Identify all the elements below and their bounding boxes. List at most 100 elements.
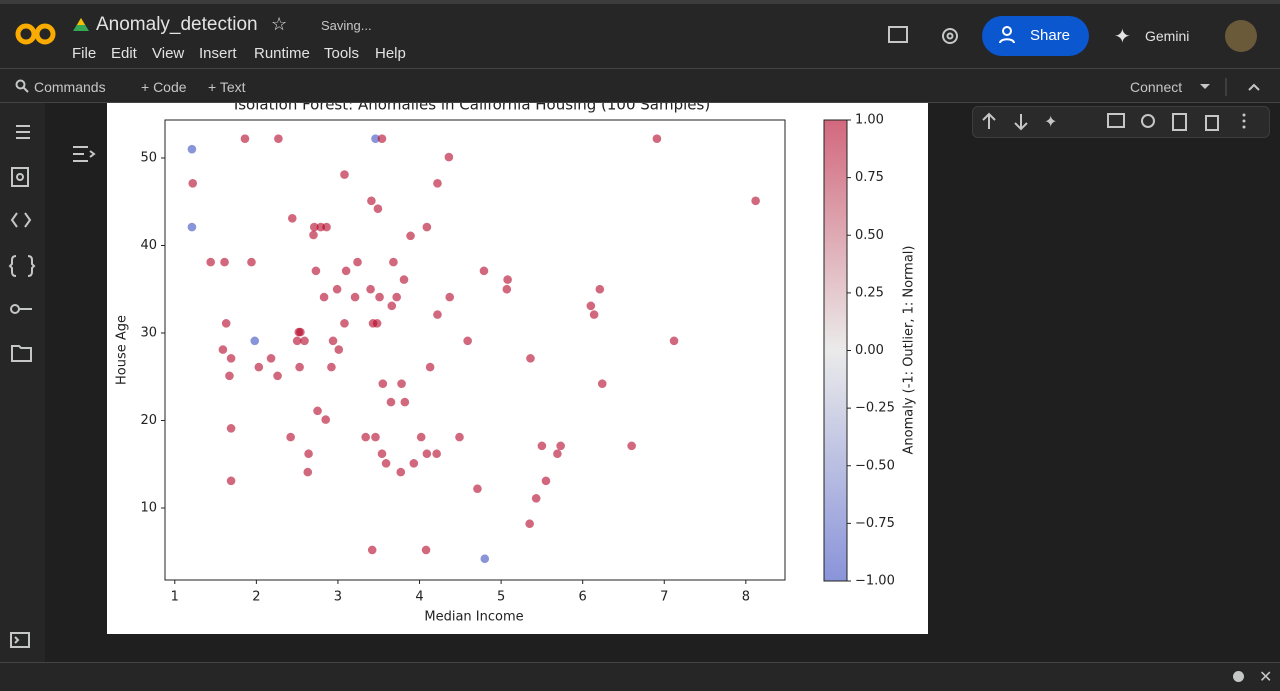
scatter-point [341, 266, 351, 276]
save-status: Saving... [321, 18, 372, 33]
scatter-point [226, 476, 236, 486]
scatter-point [406, 231, 415, 241]
scatter-point [480, 554, 490, 564]
colorbar-tick-label: 0.00 [855, 343, 884, 358]
scatter-point [375, 292, 384, 302]
commands-button[interactable]: Commands [34, 79, 106, 95]
menu-item[interactable]: Help [375, 45, 406, 62]
menu-item[interactable]: Tools [324, 45, 360, 62]
scatter-point [589, 310, 599, 319]
x-tick-label: 6 [579, 590, 587, 605]
scatter-point [597, 379, 607, 389]
scatter-point [373, 204, 383, 214]
notebook-title[interactable]: Anomaly_detection [96, 14, 258, 35]
menu-item[interactable]: Runtime [254, 45, 310, 62]
scatter-point [221, 319, 231, 328]
scatter-point [340, 319, 349, 328]
avatar[interactable] [1225, 20, 1257, 52]
scatter-point [409, 459, 419, 468]
scatter-point [627, 441, 636, 451]
scatter-point [361, 432, 370, 442]
x-tick-label: 8 [742, 590, 750, 605]
scatter-point [473, 484, 482, 494]
scatter-point [328, 336, 338, 346]
scatter-point [526, 354, 535, 363]
scatter-point [367, 545, 377, 555]
scatter-point [327, 362, 336, 372]
scatter-point [303, 467, 313, 477]
scatter-point [503, 275, 512, 284]
scatter-point [247, 257, 256, 267]
scatter-point [399, 275, 409, 284]
colorbar-tick-label: 1.00 [855, 113, 884, 128]
scatter-point [300, 336, 309, 346]
scatter-point [541, 476, 551, 486]
scatter-point [372, 319, 382, 328]
connect-button[interactable]: Connect [1130, 79, 1183, 95]
star[interactable]: ☆ [271, 14, 288, 34]
toolbar [0, 68, 1280, 103]
toolbar-icons[interactable] [1196, 78, 1266, 96]
scatter-point [225, 371, 234, 381]
scatter-point [292, 336, 302, 346]
x-tick-label: 5 [497, 590, 505, 605]
scatter-point [311, 266, 321, 276]
colorbar-tick-label: 0.50 [855, 228, 884, 243]
y-axis-label: House Age [115, 315, 130, 385]
colorbar-tick-label: −0.50 [855, 458, 895, 473]
x-tick-label: 4 [415, 590, 423, 605]
scatter-point [340, 170, 349, 179]
terminal-icon[interactable] [8, 630, 32, 650]
scatter-point [381, 459, 391, 468]
scatter-point [397, 379, 406, 389]
scatter-point [309, 222, 319, 232]
scatter-point [309, 230, 318, 240]
add-text-button[interactable]: + Text [208, 79, 246, 95]
menu-item[interactable]: File [72, 45, 97, 62]
output-toggle[interactable] [70, 143, 98, 165]
scatter-point [425, 362, 435, 372]
scatter-point [422, 222, 432, 232]
scatter-point [313, 406, 322, 416]
scatter-point [350, 292, 360, 302]
close-button[interactable]: ✕ [1259, 669, 1273, 686]
header-icons[interactable] [886, 24, 966, 48]
colorbar-tick-label: −1.00 [855, 574, 895, 589]
scatter-point [319, 292, 329, 302]
menu-item[interactable]: Insert [199, 45, 237, 62]
scatter-point [304, 449, 313, 459]
scatter-point [367, 196, 376, 206]
cell-toolbar-icons[interactable]: ✦ [978, 110, 1258, 134]
scatter-point [188, 179, 198, 188]
y-tick-label: 20 [140, 413, 157, 428]
sidebar [0, 103, 45, 663]
scatter-point [206, 257, 215, 267]
scatter-point [525, 519, 534, 529]
scatter-point [250, 336, 260, 346]
colorbar-tick-label: 0.75 [855, 170, 884, 185]
sidebar-icons[interactable] [8, 120, 38, 370]
share-button[interactable] [982, 16, 1089, 56]
scatter-point [254, 362, 264, 372]
gemini-button[interactable]: Gemini [1145, 28, 1190, 44]
y-tick-label: 40 [140, 238, 157, 253]
share-label[interactable]: Share [1030, 27, 1071, 44]
colorbar [823, 119, 848, 582]
menu-item[interactable]: Edit [111, 45, 137, 62]
status-bar [0, 662, 1280, 691]
add-code-button[interactable]: + Code [141, 79, 187, 95]
scatter-point [422, 449, 432, 459]
colorbar-tick-label: −0.25 [855, 401, 895, 416]
chart-title: Isolation Forest: Anomalies in Californi… [234, 103, 710, 114]
scatter-point [322, 222, 331, 232]
logo[interactable] [14, 20, 58, 48]
colorbar-tick-label: 0.25 [855, 285, 884, 300]
gemini-icon: ✦ [1114, 26, 1131, 48]
scatter-point [387, 301, 397, 311]
scatter-point [286, 432, 295, 442]
menu-item[interactable]: View [152, 45, 185, 62]
scatter-point [371, 134, 380, 144]
scatter-point [455, 432, 464, 442]
scatter-point [366, 284, 375, 294]
